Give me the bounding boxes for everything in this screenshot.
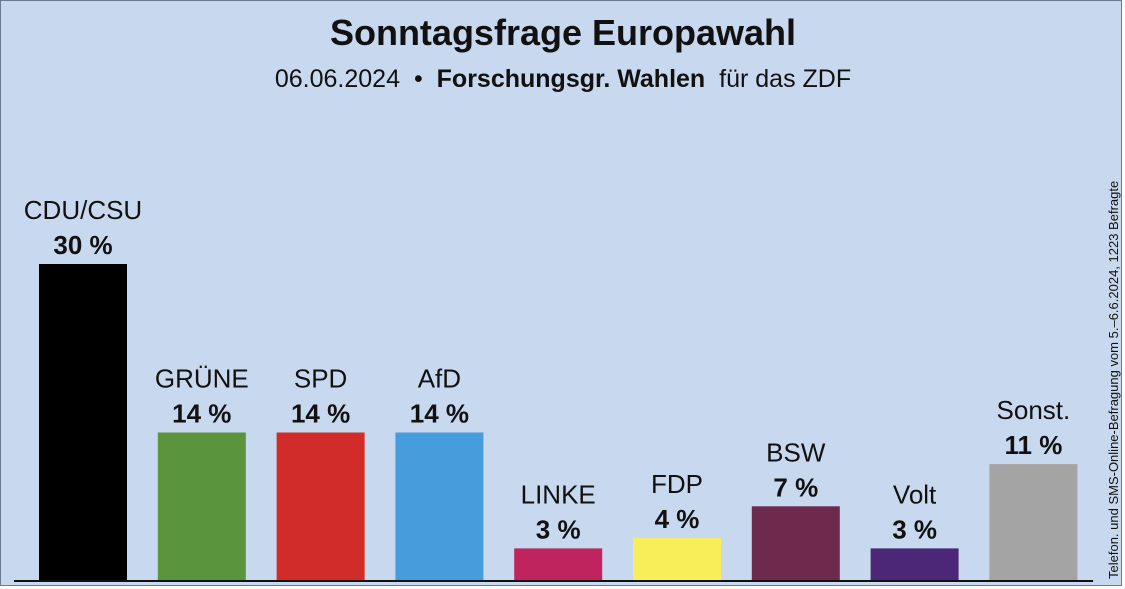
subtitle-client: für das ZDF <box>719 65 851 93</box>
bar-grüne <box>157 432 246 580</box>
bar-cdu-csu <box>39 264 127 580</box>
value-label-fdp: 4 % <box>655 504 700 534</box>
value-label-bsw: 7 % <box>773 472 818 502</box>
bar-spd <box>276 432 365 580</box>
category-label-cdu-csu: CDU/CSU <box>24 195 142 225</box>
category-label-fdp: FDP <box>651 469 703 499</box>
category-label-spd: SPD <box>294 364 347 394</box>
category-label-bsw: BSW <box>766 437 826 467</box>
value-label-linke: 3 % <box>536 514 581 544</box>
value-label-grüne: 14 % <box>172 399 231 429</box>
bar-afd <box>395 432 484 580</box>
chart-subtitle: 06.06.2024 • Forschungsgr. Wahlen für da… <box>275 65 851 93</box>
category-label-sonst: Sonst. <box>997 395 1071 425</box>
bar-bsw <box>751 506 840 580</box>
category-label-linke: LINKE <box>521 479 596 509</box>
bars-group: 30 % CDU/CSU 14 % GRÜNE 14 % SPD 14 % AfD 3 % LIN… <box>24 195 1078 580</box>
value-label-afd: 14 % <box>410 399 469 429</box>
source-note: Telefon. und SMS-Online-Befragung vom 5.… <box>1106 181 1121 579</box>
category-label-afd: AfD <box>418 364 461 394</box>
bar-volt <box>870 548 959 580</box>
value-label-spd: 14 % <box>291 399 350 429</box>
subtitle-institute: Forschungsgr. Wahlen <box>437 65 706 93</box>
value-label-volt: 3 % <box>892 514 937 544</box>
value-label-sonst: 11 % <box>1004 430 1062 460</box>
subtitle-separator: • <box>414 65 423 93</box>
bar-sonst <box>989 464 1078 580</box>
bar-fdp <box>633 537 721 580</box>
value-label-cdu-csu: 30 % <box>53 230 112 260</box>
category-label-volt: Volt <box>893 479 937 509</box>
chart-title: Sonntagsfrage Europawahl <box>330 12 796 53</box>
bar-linke <box>514 548 603 580</box>
subtitle-date: 06.06.2024 <box>275 65 400 93</box>
category-label-grüne: GRÜNE <box>155 364 249 394</box>
